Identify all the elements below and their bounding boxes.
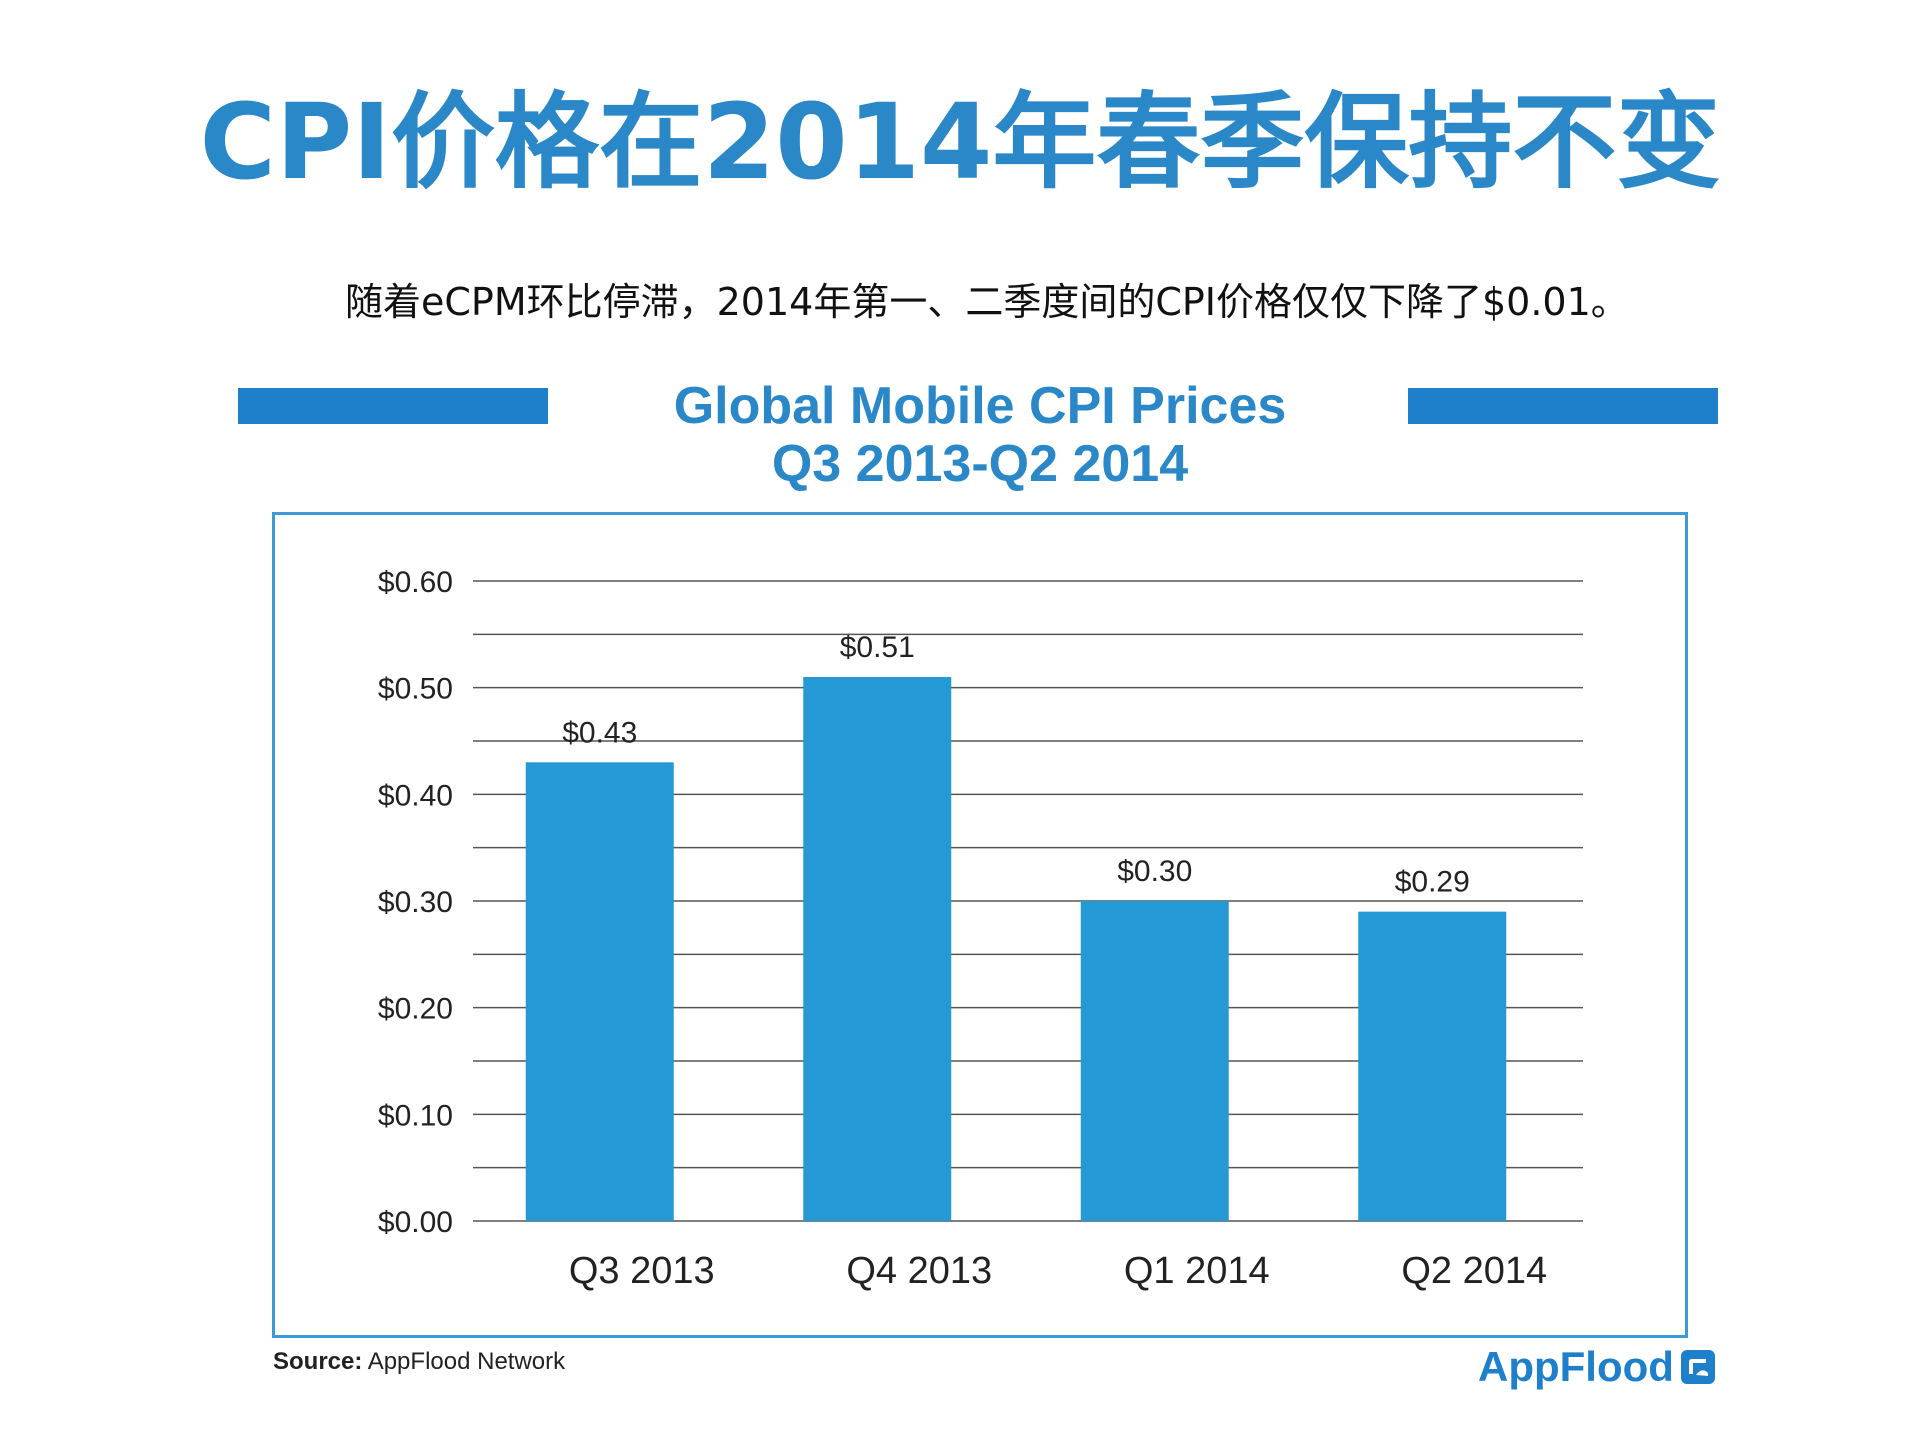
y-tick-label: $0.10 [378,1099,453,1132]
y-tick-label: $0.30 [378,886,453,919]
source-label: Source: [273,1348,363,1375]
brand-logo: AppFlood [1478,1343,1716,1391]
subtitle-text: 随着eCPM环比停滞，2014年第一、二季度间的CPI价格仅仅下降了$0.01。 [345,280,1629,324]
bar [1358,911,1507,1221]
y-tick-label: $0.60 [378,566,453,599]
source-note: Source: AppFlood Network [273,1348,565,1376]
bar-chart: $0.00 $0.10 $0.20 $0.30 $0.40 $0.50 $0.60 $0.43… [378,566,1583,1292]
chart-title-line-2: Q3 2013-Q2 2014 [771,435,1189,493]
bar [1080,901,1229,1221]
bar-value-label: $0.43 [562,716,637,749]
y-tick-label: $0.40 [378,779,453,812]
x-tick-label: Q4 2013 [846,1250,992,1292]
chart-title-line-1: Global Mobile CPI Prices [673,377,1287,435]
chart-frame: $0.00 $0.10 $0.20 $0.30 $0.40 $0.50 $0.60 $0.43… [272,512,1688,1338]
source-text: AppFlood Network [362,1348,566,1375]
page-title: CPI价格在2014年春季保持不变 [199,81,1721,203]
bar-value-label: $0.29 [1395,866,1470,899]
appflood-logo-icon [1680,1350,1715,1384]
bar [803,677,952,1221]
bar-value-label: $0.30 [1117,855,1192,888]
x-tick-label: Q3 2013 [569,1250,715,1292]
bar-value-label: $0.51 [840,631,915,664]
x-tick-label: Q2 2014 [1401,1250,1547,1292]
y-tick-label: $0.50 [378,673,453,706]
chart-title: Global Mobile CPI Prices Q3 2013-Q2 2014 [560,377,1400,493]
y-tick-label: $0.20 [378,993,453,1026]
x-tick-label: Q1 2014 [1124,1250,1270,1292]
y-tick-label: $0.00 [378,1206,453,1239]
decorative-bar-right [1408,388,1718,424]
brand-name: AppFlood [1478,1343,1674,1390]
decorative-bar-left [238,388,548,424]
bar [525,762,674,1221]
